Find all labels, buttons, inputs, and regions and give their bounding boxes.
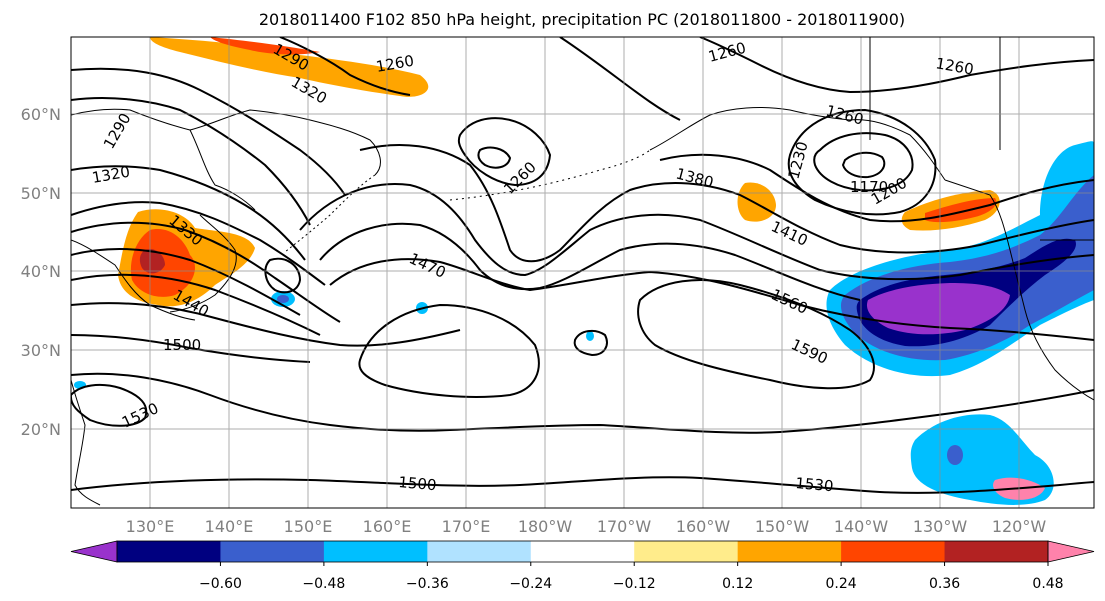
colorbar-segment — [427, 541, 532, 562]
height-contour — [659, 153, 1094, 223]
precip-positive-area — [210, 37, 320, 55]
colorbar-segment — [323, 541, 428, 562]
height-contour — [71, 221, 341, 323]
height-contour — [477, 146, 512, 169]
height-contour — [71, 165, 306, 261]
height-contour — [699, 37, 1094, 94]
map-frame — [70, 36, 1095, 509]
height-contour — [559, 37, 681, 121]
height-contour — [71, 247, 301, 316]
height-contour — [457, 117, 552, 187]
colorbar: −0.60 −0.48 −0.36 −0.24 −0.12 0.12 0.24 0.36 0.4… — [70, 540, 1095, 592]
colorbar-segment — [634, 541, 739, 562]
latitude-label: 20°N — [21, 420, 61, 439]
longitude-labels: 130°E 140°E 150°E 160°E 170°E 180°W 170°W 160°W… — [126, 517, 1047, 536]
longitude-label: 170°E — [442, 517, 491, 536]
height-contour — [358, 303, 540, 398]
colorbar-segment — [117, 541, 221, 562]
height-contour — [264, 257, 302, 294]
height-contour — [813, 132, 914, 192]
kamchatka-coastline — [189, 109, 381, 176]
height-contour — [329, 258, 1094, 341]
height-contour — [71, 273, 321, 336]
height-contour — [71, 201, 326, 286]
contour-label: 1530 — [795, 474, 835, 495]
colorbar-tick-label: −0.36 — [406, 576, 449, 592]
colorbar-tick-label: −0.24 — [509, 576, 552, 592]
colorbar-tick-label: −0.12 — [613, 576, 656, 592]
longitude-label: 160°E — [363, 517, 412, 536]
longitude-label: 120°W — [992, 517, 1047, 536]
longitude-label: 180°W — [518, 517, 573, 536]
colorbar-extend-min — [70, 540, 118, 563]
colorbar-tick-label: −0.60 — [199, 576, 242, 592]
latitude-label: 60°N — [21, 105, 61, 124]
latitude-label: 40°N — [21, 262, 61, 281]
precip-positive-area — [139, 249, 165, 274]
longitude-label: 150°W — [755, 517, 810, 536]
colorbar-tick-label: 0.24 — [826, 576, 857, 592]
aleutian-islands — [449, 149, 651, 201]
border-lines — [869, 37, 1001, 150]
colorbar-extend-max — [1047, 540, 1095, 563]
height-contour — [787, 108, 937, 216]
colorbar-segment — [944, 541, 1049, 562]
longitude-label: 160°W — [676, 517, 731, 536]
colorbar-segment — [841, 541, 946, 562]
height-contour — [279, 37, 411, 96]
height-contour — [71, 383, 148, 427]
precip-negative-area — [947, 445, 963, 465]
longitude-label: 140°E — [205, 517, 254, 536]
colorbar-frame — [116, 540, 1049, 563]
map-panel: 1290 1320 1260 1260 1260 1290 1320 1260 … — [21, 36, 1095, 536]
height-contour — [71, 476, 1094, 494]
height-contour — [71, 372, 1094, 434]
height-contour — [71, 97, 311, 226]
precip-positive-area — [737, 182, 776, 222]
kuril-islands — [284, 174, 376, 253]
colorbar-segment — [530, 541, 635, 562]
graticule — [71, 37, 1094, 508]
colorbar-tick-label: 0.48 — [1032, 576, 1063, 592]
philippines-coastline — [71, 379, 101, 506]
longitude-label: 130°W — [913, 517, 968, 536]
precip-negative-area — [586, 331, 594, 341]
height-contour — [71, 302, 461, 347]
height-contour — [71, 67, 346, 196]
colorbar-segment — [737, 541, 842, 562]
height-contour — [299, 183, 1094, 281]
longitude-label: 140°W — [834, 517, 889, 536]
contour-label: 1170 — [850, 178, 888, 196]
colorbar-segment — [220, 541, 325, 562]
longitude-label: 170°W — [597, 517, 652, 536]
precip-negative-area — [866, 283, 1010, 335]
contour-label: 1500 — [398, 473, 438, 494]
precip-negative-area — [277, 295, 289, 303]
longitude-label: 130°E — [126, 517, 175, 536]
colorbar-tick-label: 0.36 — [929, 576, 960, 592]
height-contour — [319, 222, 861, 301]
height-contour — [71, 334, 311, 363]
colorbar-tick-label: 0.12 — [722, 576, 753, 592]
latitude-labels: 60°N 50°N 40°N 30°N 20°N — [21, 105, 61, 439]
height-contour — [841, 151, 886, 179]
longitude-label: 150°E — [284, 517, 333, 536]
north-america-coastline — [944, 179, 1094, 401]
height-contour — [359, 144, 1094, 263]
precip-positive-area — [150, 37, 429, 97]
contour-label: 1500 — [163, 336, 201, 354]
latitude-label: 30°N — [21, 341, 61, 360]
colorbar-tick-label: −0.48 — [302, 576, 345, 592]
figure-title: 2018011400 F102 850 hPa height, precipit… — [259, 10, 905, 29]
height-contours — [71, 37, 1094, 494]
latitude-label: 50°N — [21, 184, 61, 203]
japan-coastline — [169, 214, 237, 313]
